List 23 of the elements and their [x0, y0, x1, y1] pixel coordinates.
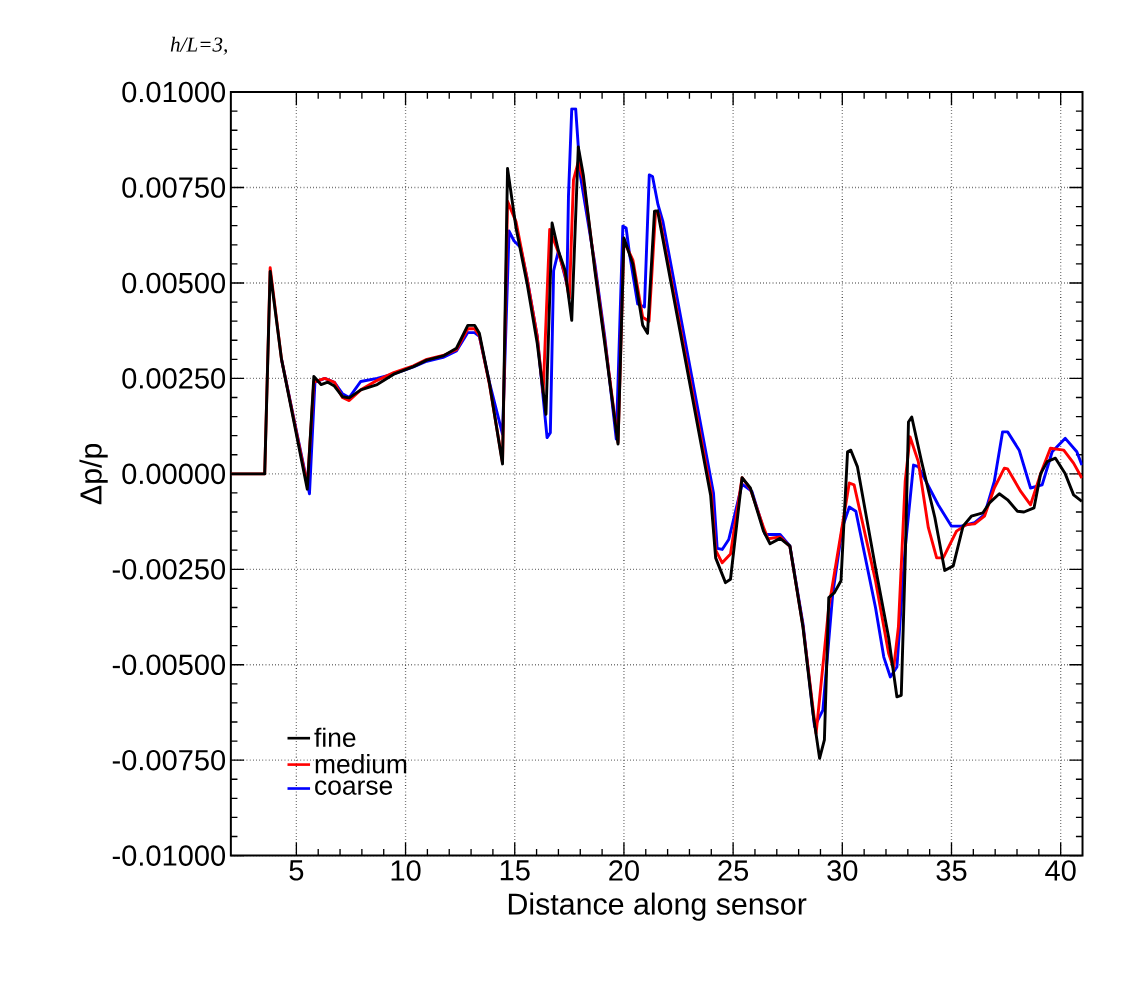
x-tick-label: 15: [500, 860, 530, 881]
legend-label: coarse: [315, 780, 393, 795]
x-tick-label: 40: [1045, 860, 1076, 881]
x-tick-label: 35: [936, 860, 967, 881]
y-tick-label: 0.01000: [122, 81, 226, 103]
x-tick-label: 25: [718, 860, 749, 881]
y-tick-label: -0.00250: [112, 558, 226, 580]
x-axis-title: Distance along sensor: [508, 892, 807, 921]
y-tick-label: -0.00750: [112, 749, 226, 771]
y-axis-title: Δp/p: [79, 443, 108, 505]
y-tick-label: -0.01000: [112, 845, 226, 866]
y-tick-label: 0.00250: [122, 367, 226, 389]
y-tick-label: 0.00500: [122, 272, 226, 294]
x-tick-label: 30: [827, 860, 858, 881]
legend-label: medium: [315, 753, 407, 774]
x-tick-label: 10: [391, 860, 421, 881]
x-tick-label: 5: [289, 860, 304, 881]
x-tick-label: 20: [609, 860, 639, 881]
y-tick-label: 0.00000: [122, 463, 226, 485]
legend-label: fine: [314, 727, 356, 747]
y-tick-label: -0.00500: [112, 654, 226, 675]
chart-title: h/L=3,: [170, 36, 227, 55]
y-tick-label: 0.00750: [122, 177, 226, 198]
